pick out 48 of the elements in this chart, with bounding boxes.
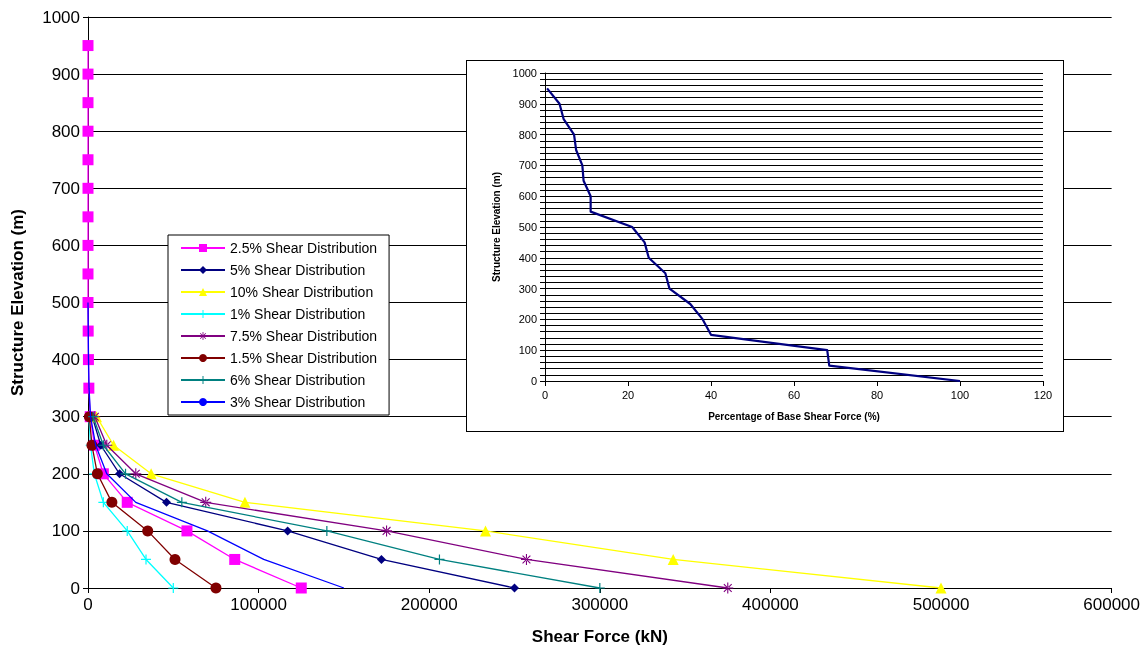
x-tick-label: 40 [704, 388, 718, 401]
x-tick-label: 120 [1033, 388, 1053, 401]
y-tick-label: 200 [518, 313, 537, 326]
y-tick-label: 1000 [512, 67, 537, 79]
y-tick-label: 800 [51, 121, 80, 141]
y-tick-label: 100 [51, 521, 80, 541]
legend-label: 6% Shear Distribution [230, 372, 366, 388]
x-tick-label: 80 [870, 388, 884, 401]
y-tick-label: 500 [518, 221, 537, 233]
y-tick-label: 800 [518, 128, 537, 141]
x-tick-label: 400000 [742, 595, 799, 614]
y-tick-label: 0 [530, 375, 537, 387]
y-tick-label: 0 [70, 578, 80, 598]
x-tick-label: 0 [83, 595, 93, 614]
y-tick-label: 600 [518, 190, 537, 203]
y-tick-label: 200 [51, 464, 80, 484]
x-axis-title: Shear Force (kN) [531, 627, 668, 646]
y-axis-title: Structure Elevation (m) [8, 208, 27, 397]
y-tick-label: 400 [51, 350, 80, 370]
x-tick-label: 300000 [571, 595, 629, 614]
legend-label: 1% Shear Distribution [230, 306, 366, 322]
y-tick-label: 100 [518, 344, 537, 357]
y-tick-label: 400 [518, 251, 537, 264]
x-tick-label: 200000 [400, 595, 458, 614]
legend-label: 3% Shear Distribution [230, 394, 366, 410]
y-tick-label: 600 [51, 235, 80, 255]
x-tick-label: 500000 [912, 595, 970, 614]
legend-label: 5% Shear Distribution [230, 262, 366, 278]
y-tick-label: 700 [518, 159, 537, 172]
x-tick-label: 100000 [230, 595, 287, 614]
legend-label: 1.5% Shear Distribution [230, 350, 378, 366]
legend-label: 7.5% Shear Distribution [230, 328, 378, 344]
x-axis-title: Percentage of Base Shear Force (%) [708, 410, 880, 422]
x-tick-label: 20 [621, 388, 635, 401]
y-axis-title: Structure Elevation (m) [491, 171, 503, 283]
x-tick-label: 0 [541, 388, 549, 401]
x-tick-label: 60 [787, 388, 801, 401]
x-tick-label: 100 [950, 388, 970, 401]
x-tick-label: 600000 [1083, 595, 1140, 614]
y-tick-label: 300 [518, 282, 537, 295]
y-tick-label: 900 [51, 64, 80, 84]
legend-label: 2.5% Shear Distribution [230, 240, 378, 256]
y-tick-label: 300 [51, 407, 80, 427]
y-tick-label: 900 [518, 97, 537, 110]
y-tick-label: 1000 [42, 7, 80, 27]
y-tick-label: 500 [51, 293, 80, 312]
y-tick-label: 700 [51, 178, 80, 198]
legend-label: 10% Shear Distribution [230, 284, 374, 300]
